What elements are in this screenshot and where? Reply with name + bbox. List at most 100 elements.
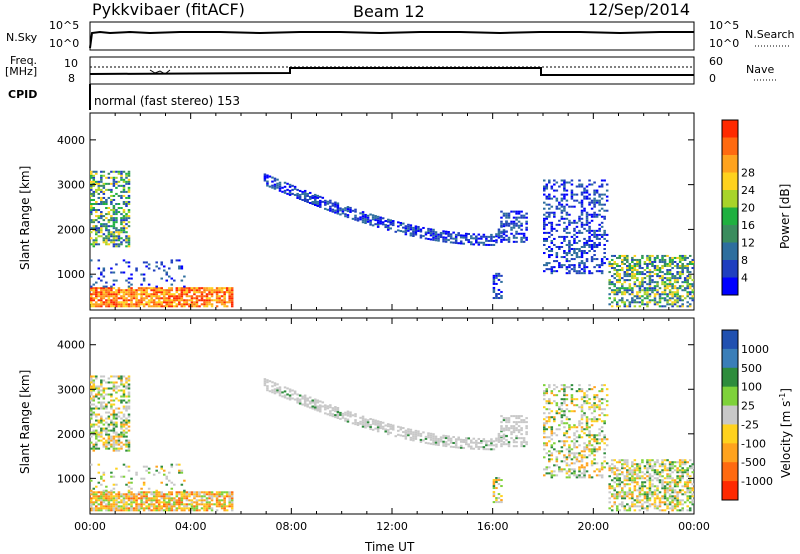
- power-cell-1024: [356, 217, 360, 220]
- velocity-cell-1849: [610, 471, 614, 474]
- power-cell-1470: [555, 197, 559, 200]
- power-cell-1790: [600, 272, 604, 275]
- velocity-cell-48: [95, 445, 98, 448]
- power-cell-1525: [565, 272, 569, 275]
- power-cell-1043: [369, 223, 372, 226]
- power-cell-275: [122, 209, 126, 212]
- velocity-cell-501: [137, 493, 141, 496]
- velocity-cell-468: [127, 493, 131, 496]
- power-cell-1332: [522, 216, 526, 219]
- power-cell-1311: [517, 232, 521, 235]
- velocity-cell-2090: [651, 503, 654, 506]
- velocity-cell-916: [288, 390, 292, 393]
- velocity-colorbar-seg-7: [722, 462, 738, 482]
- velocity-cell-1292: [512, 445, 516, 448]
- power-cell-164: [110, 233, 113, 236]
- power-cell-524: [145, 293, 148, 296]
- power-cell-1616: [578, 264, 581, 267]
- velocity-cell-163: [110, 439, 113, 442]
- power-cell-121: [102, 184, 106, 187]
- power-cell-241: [117, 180, 121, 183]
- power-cell-2100: [651, 260, 654, 263]
- velocity-cell-1500: [560, 388, 564, 391]
- power-cell-1057: [376, 221, 380, 224]
- power-cell-1226: [487, 239, 491, 242]
- power-cell-2241: [673, 285, 677, 288]
- power-cell-1594: [573, 221, 576, 224]
- power-cell-1715: [588, 183, 591, 186]
- velocity-cell-2169: [663, 493, 667, 496]
- power-cell-760: [220, 291, 224, 294]
- velocity-cell-2189: [666, 483, 669, 486]
- power-cell-2316: [686, 285, 689, 288]
- velocity-cell-1127: [424, 437, 428, 440]
- velocity-cell-2310: [686, 509, 689, 512]
- velocity-cell-2141: [658, 481, 662, 484]
- power-cell-1958: [628, 265, 632, 268]
- velocity-cell-1777: [598, 442, 601, 445]
- power-cell-2033: [641, 279, 644, 282]
- velocity-cell-604: [170, 509, 174, 512]
- velocity-cell-988: [334, 414, 337, 417]
- power-cell-859: [168, 275, 171, 278]
- velocity-cell-1686: [585, 426, 589, 429]
- power-cell-1268: [502, 230, 506, 233]
- velocity-cell-697: [200, 507, 204, 510]
- power-cell-1380: [543, 219, 546, 222]
- power-cell-1243: [497, 230, 501, 233]
- power-cell-678: [193, 293, 196, 296]
- velocity-cell-1400: [545, 416, 549, 419]
- velocity-cell-1446: [553, 474, 556, 477]
- velocity-cell-2156: [661, 479, 664, 482]
- power-cell-1097: [404, 225, 408, 228]
- velocity-cell-770: [223, 495, 226, 498]
- velocity-cell-751: [218, 501, 221, 504]
- power-cell-621: [175, 297, 179, 300]
- power-cell-1523: [563, 181, 566, 184]
- velocity-cell-998: [339, 417, 342, 420]
- velocity-cell-1027: [359, 416, 362, 419]
- velocity-cell-1034: [364, 426, 367, 429]
- xtick-label-6: 00:00: [678, 520, 710, 533]
- velocity-cell-1369: [543, 474, 546, 477]
- velocity-cell-348: [92, 493, 96, 496]
- velocity-cell-1546: [568, 474, 571, 477]
- power-cell-1354: [495, 282, 498, 285]
- power-cell-1814: [603, 233, 606, 236]
- power-cell-215: [115, 221, 118, 224]
- power-cell-184: [112, 237, 116, 240]
- power-cell-1832: [608, 297, 611, 300]
- velocity-cell-1015: [349, 411, 352, 414]
- velocity-cell-2260: [676, 481, 679, 484]
- velocity-cell-1276: [505, 419, 508, 422]
- power-cell-2189: [666, 279, 669, 282]
- velocity-cell-434: [117, 497, 121, 500]
- velocity-cell-964: [319, 410, 322, 413]
- velocity-cell-547: [152, 499, 156, 502]
- power-cell-272: [122, 217, 126, 220]
- power-cell-2286: [681, 295, 684, 298]
- power-cell-925: [296, 194, 299, 197]
- velocity-cell-798: [92, 487, 96, 490]
- power-cell-748: [215, 287, 219, 290]
- velocity-cell-2319: [686, 483, 689, 486]
- power-cell-1088: [399, 223, 403, 227]
- power-cell-823: [125, 279, 128, 282]
- velocity-cell-1525: [565, 476, 569, 479]
- power-cell-2155: [661, 277, 664, 280]
- power-cell-3: [90, 227, 93, 230]
- velocity-colorbar-label-text: Velocity [m s: [779, 400, 793, 478]
- power-cell-1295: [512, 226, 516, 229]
- velocity-cell-754: [218, 493, 221, 496]
- power-cell-1245: [500, 235, 503, 238]
- power-cell-1156: [442, 240, 445, 243]
- velocity-cell-1504: [563, 456, 566, 459]
- power-cell-1991: [633, 258, 637, 261]
- velocity-cell-1576: [570, 396, 574, 399]
- velocity-cell-1061: [379, 427, 382, 430]
- power-cell-2037: [641, 267, 644, 270]
- velocity-cell-2174: [663, 481, 667, 484]
- power-cell-1307: [515, 218, 518, 221]
- velocity-cell-1795: [600, 462, 604, 465]
- power-cell-761: [220, 289, 224, 292]
